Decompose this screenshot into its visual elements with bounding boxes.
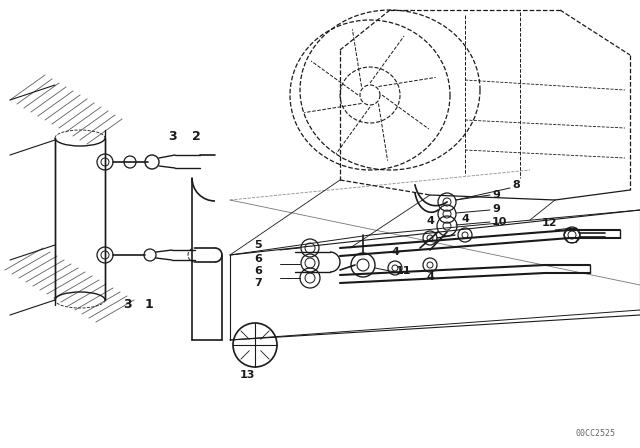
Text: 7: 7 — [254, 278, 262, 288]
Text: 00CC2525: 00CC2525 — [575, 429, 615, 438]
Text: 2: 2 — [192, 130, 201, 143]
Text: 4: 4 — [426, 216, 434, 226]
Text: 12: 12 — [541, 218, 557, 228]
Text: 10: 10 — [492, 217, 508, 227]
Text: 13: 13 — [239, 370, 255, 380]
Text: 1: 1 — [145, 298, 154, 311]
Text: 5: 5 — [254, 240, 262, 250]
Text: 6: 6 — [254, 266, 262, 276]
Text: 9: 9 — [492, 204, 500, 214]
Text: 8: 8 — [512, 180, 520, 190]
Text: 3: 3 — [168, 130, 177, 143]
Text: 6: 6 — [254, 254, 262, 264]
Text: 11: 11 — [396, 266, 412, 276]
Text: 9: 9 — [492, 190, 500, 200]
Text: 4: 4 — [391, 247, 399, 257]
Text: 3: 3 — [123, 298, 132, 311]
Text: 4: 4 — [426, 272, 434, 282]
Text: 4: 4 — [461, 214, 469, 224]
